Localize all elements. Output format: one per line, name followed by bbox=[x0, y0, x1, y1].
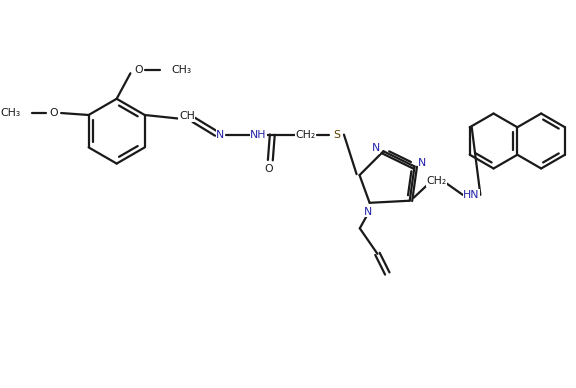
Text: N: N bbox=[363, 207, 372, 217]
Text: O: O bbox=[134, 65, 143, 75]
Text: N: N bbox=[418, 158, 426, 168]
Text: N: N bbox=[372, 143, 380, 153]
Text: N: N bbox=[216, 130, 225, 140]
Text: O: O bbox=[49, 108, 58, 118]
Text: CH₃: CH₃ bbox=[1, 108, 21, 118]
Text: O: O bbox=[264, 164, 272, 174]
Text: CH: CH bbox=[179, 111, 195, 121]
Text: CH₂: CH₂ bbox=[295, 130, 316, 140]
Text: CH₃: CH₃ bbox=[172, 65, 192, 75]
Text: NH: NH bbox=[251, 130, 267, 140]
Text: S: S bbox=[334, 130, 340, 140]
Text: CH₂: CH₂ bbox=[426, 176, 446, 186]
Text: HN: HN bbox=[463, 190, 480, 200]
